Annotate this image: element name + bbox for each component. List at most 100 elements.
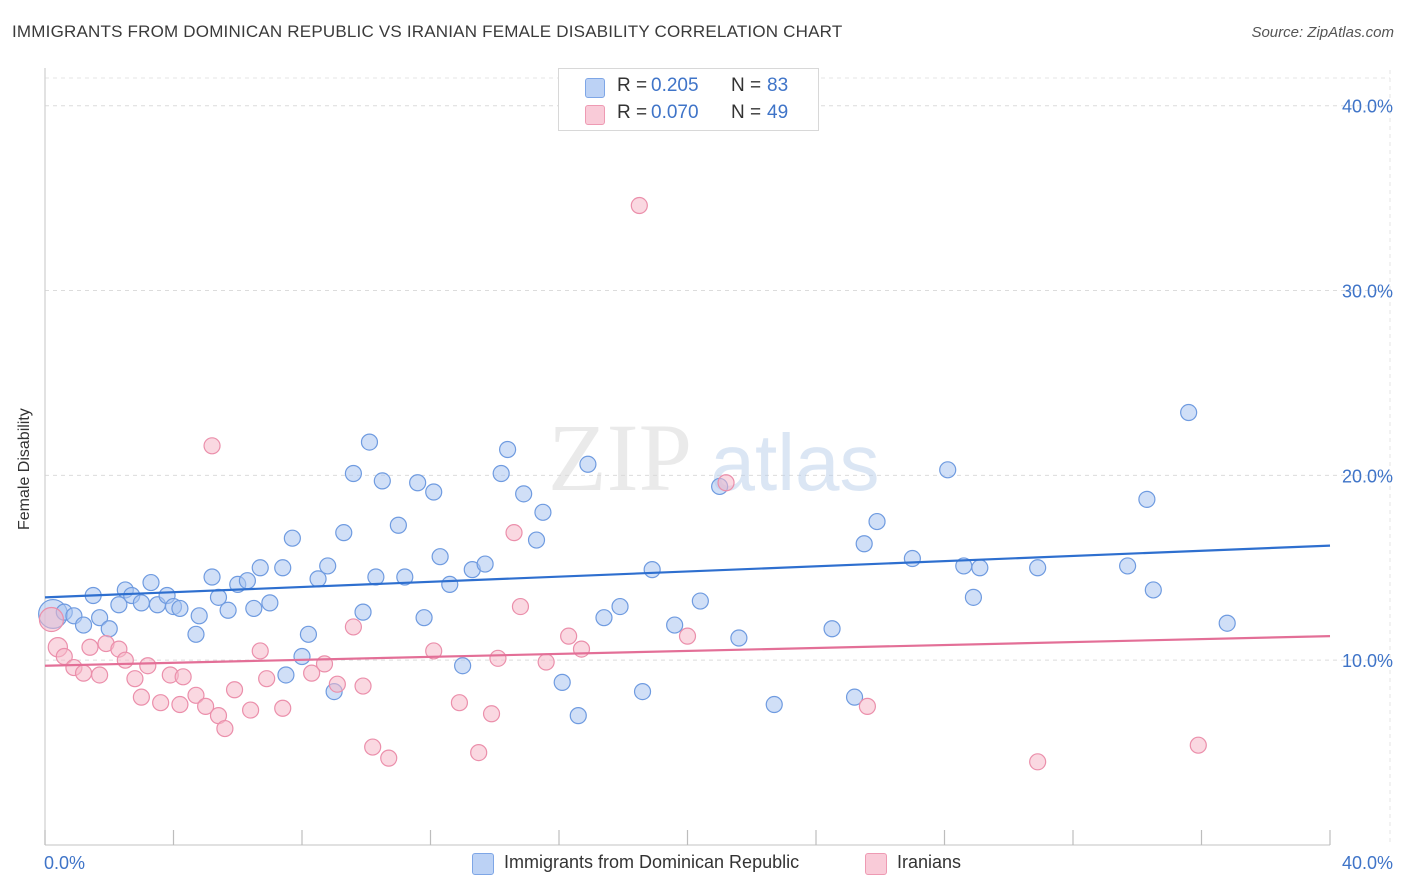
point-dominican — [367, 568, 385, 586]
point-iranians — [1189, 736, 1207, 754]
point-dominican — [91, 609, 109, 627]
point-dominican — [1029, 559, 1047, 577]
point-dominican — [499, 440, 517, 459]
point-dominican — [534, 503, 552, 521]
point-iranians — [537, 653, 555, 671]
point-iranians — [174, 668, 192, 686]
point-dominican — [142, 573, 160, 592]
point-iranians — [74, 664, 93, 682]
point-iranians — [354, 677, 372, 695]
correlation-legend: R = 0.205 N = 83 R = 0.070 N = 49 — [558, 68, 819, 131]
point-dominican — [245, 599, 263, 618]
point-iranians — [139, 657, 157, 675]
x-tick-label-max: 40.0% — [1342, 853, 1393, 873]
point-dominican — [868, 512, 886, 531]
series-swatch-dominican — [472, 853, 494, 875]
point-dominican — [633, 682, 652, 701]
y-axis-title: Female Disability — [16, 408, 33, 530]
point-dominican — [219, 601, 237, 619]
point-dominican — [299, 625, 318, 643]
point-dominican — [360, 433, 379, 451]
point-iranians — [274, 699, 292, 717]
point-dominican — [666, 616, 684, 634]
point-dominican — [190, 607, 208, 625]
point-dominican — [283, 529, 301, 547]
point-dominican — [389, 516, 407, 534]
point-dominican — [595, 609, 613, 627]
point-iranians — [858, 697, 877, 715]
point-dominican — [1138, 490, 1156, 508]
point-dominican — [939, 461, 957, 479]
point-dominican — [643, 561, 661, 579]
chart-title: IMMIGRANTS FROM DOMINICAN REPUBLIC VS IR… — [12, 22, 843, 41]
point-dominican — [1218, 614, 1236, 632]
point-dominican — [454, 657, 472, 675]
y-tick-label: 20.0% — [1342, 466, 1393, 486]
point-dominican — [492, 464, 510, 483]
x-tick-label-min: 0.0% — [44, 853, 85, 873]
point-iranians — [511, 597, 530, 616]
series-swatch-iranians — [865, 853, 887, 875]
point-iranians — [630, 196, 648, 215]
point-iranians — [303, 664, 321, 682]
point-iranians — [242, 701, 260, 719]
point-dominican — [855, 535, 873, 553]
series-label-dominican: Immigrants from Dominican Republic — [504, 852, 800, 872]
point-iranians — [572, 640, 591, 658]
legend-r-label: R = — [617, 102, 648, 123]
point-iranians — [505, 524, 523, 542]
point-iranians — [344, 618, 362, 636]
legend-r-value: 0.205 — [651, 75, 699, 96]
watermark: ZIP atlas — [548, 404, 879, 511]
point-dominican — [425, 483, 443, 501]
point-dominican — [553, 673, 571, 691]
point-dominican — [409, 474, 427, 492]
point-iranians — [171, 695, 189, 714]
legend-n-label: N = — [731, 102, 762, 123]
point-dominican — [354, 603, 372, 621]
point-dominican — [691, 592, 709, 610]
axes — [44, 68, 1331, 846]
legend-n-label: N = — [731, 75, 762, 96]
series-legend: Immigrants from Dominican Republic Irani… — [472, 850, 992, 878]
point-iranians — [197, 697, 215, 715]
point-iranians — [187, 686, 205, 704]
point-dominican — [261, 594, 279, 612]
point-dominican — [251, 559, 269, 577]
point-iranians — [132, 688, 150, 706]
point-iranians — [38, 606, 65, 633]
grid-lines — [45, 70, 1391, 845]
point-dominican — [187, 625, 205, 643]
point-iranians — [560, 627, 578, 645]
point-iranians — [216, 719, 234, 738]
trendline-dominican — [44, 544, 1331, 599]
point-dominican — [373, 472, 391, 490]
point-iranians — [328, 675, 346, 693]
point-iranians — [425, 642, 443, 660]
legend-swatch-dominican — [585, 78, 605, 98]
point-dominican — [903, 549, 921, 568]
y-axis-title-wrap: Female Disability — [16, 380, 40, 540]
point-iranians — [126, 670, 144, 688]
point-dominican — [845, 688, 864, 706]
data-points — [38, 196, 1236, 771]
point-dominican — [569, 707, 587, 725]
point-dominican — [515, 485, 533, 503]
point-dominican — [335, 524, 353, 542]
point-dominican — [527, 531, 546, 549]
y-tick-label: 30.0% — [1342, 282, 1393, 302]
point-iranians — [482, 705, 501, 723]
point-dominican — [277, 666, 295, 684]
point-iranians — [470, 743, 488, 762]
point-dominican — [293, 647, 311, 666]
point-iranians — [717, 474, 735, 492]
point-dominican — [415, 609, 433, 627]
point-iranians — [91, 666, 109, 684]
point-dominican — [823, 620, 841, 638]
point-iranians — [116, 651, 134, 669]
point-dominican — [431, 548, 449, 566]
point-dominican — [171, 599, 189, 618]
point-dominican — [74, 616, 93, 634]
y-tick-label: 10.0% — [1342, 651, 1393, 671]
